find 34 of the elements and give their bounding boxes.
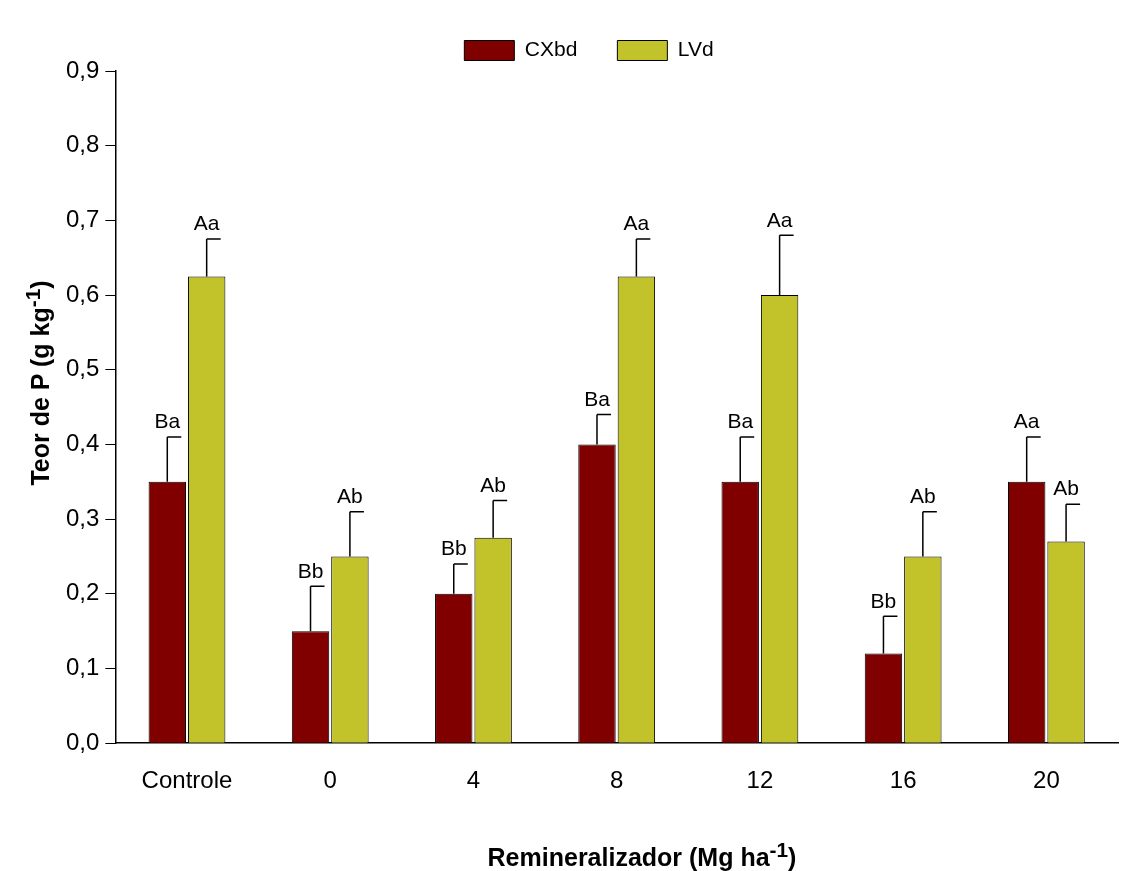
x-tick-label: 20: [1033, 766, 1060, 794]
y-tick-label: 0,7: [65, 205, 100, 232]
y-tick-label: 0,2: [65, 578, 100, 606]
legend-label: LVd: [677, 37, 714, 61]
y-tick-label: 0,0: [65, 727, 100, 755]
data-label: Bb: [297, 558, 324, 582]
y-tick-label: 0,8: [65, 130, 100, 158]
data-label: Ba: [154, 409, 181, 433]
data-label: Ab: [337, 483, 363, 507]
x-axis-title: Remineralizador (Mg ha$^{-1}$): [487, 838, 797, 871]
data-label: Aa: [193, 211, 220, 235]
y-tick-label: 0,1: [65, 653, 100, 681]
y-tick-label: 0,9: [65, 55, 100, 83]
legend-label: CXbd: [524, 37, 578, 61]
data-label: Aa: [766, 207, 793, 231]
data-label: Ba: [584, 386, 611, 410]
data-label: Bb: [440, 536, 467, 560]
y-tick-label: 0,4: [65, 429, 100, 457]
data-label: Ba: [727, 409, 754, 433]
data-label: Ab: [910, 483, 936, 507]
x-tick-label: 12: [746, 766, 774, 794]
x-tick-label: 4: [466, 766, 481, 794]
data-label: Aa: [623, 211, 650, 235]
data-label: Ab: [1053, 476, 1079, 500]
data-label: Bb: [870, 588, 897, 612]
y-tick-label: 0,5: [65, 354, 100, 382]
x-tick-label: Controle: [141, 766, 233, 794]
data-label: Aa: [1013, 409, 1040, 433]
x-tick-label: 8: [610, 766, 624, 794]
data-label: Ab: [480, 472, 506, 496]
x-tick-label: 0: [323, 766, 337, 794]
y-tick-label: 0,3: [65, 503, 100, 531]
y-tick-label: 0,6: [65, 279, 100, 307]
x-tick-label: 16: [889, 766, 917, 794]
